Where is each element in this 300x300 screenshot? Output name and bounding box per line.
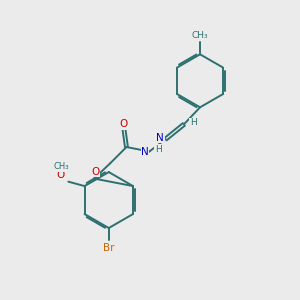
Text: O: O bbox=[92, 167, 100, 177]
Text: Br: Br bbox=[103, 243, 115, 253]
Text: O: O bbox=[57, 170, 65, 180]
Text: CH₃: CH₃ bbox=[53, 162, 69, 171]
Text: N: N bbox=[156, 133, 164, 142]
Text: CH₃: CH₃ bbox=[192, 31, 208, 40]
Text: N: N bbox=[141, 147, 149, 157]
Text: H: H bbox=[155, 145, 162, 154]
Text: O: O bbox=[119, 119, 128, 129]
Text: H: H bbox=[190, 118, 197, 127]
